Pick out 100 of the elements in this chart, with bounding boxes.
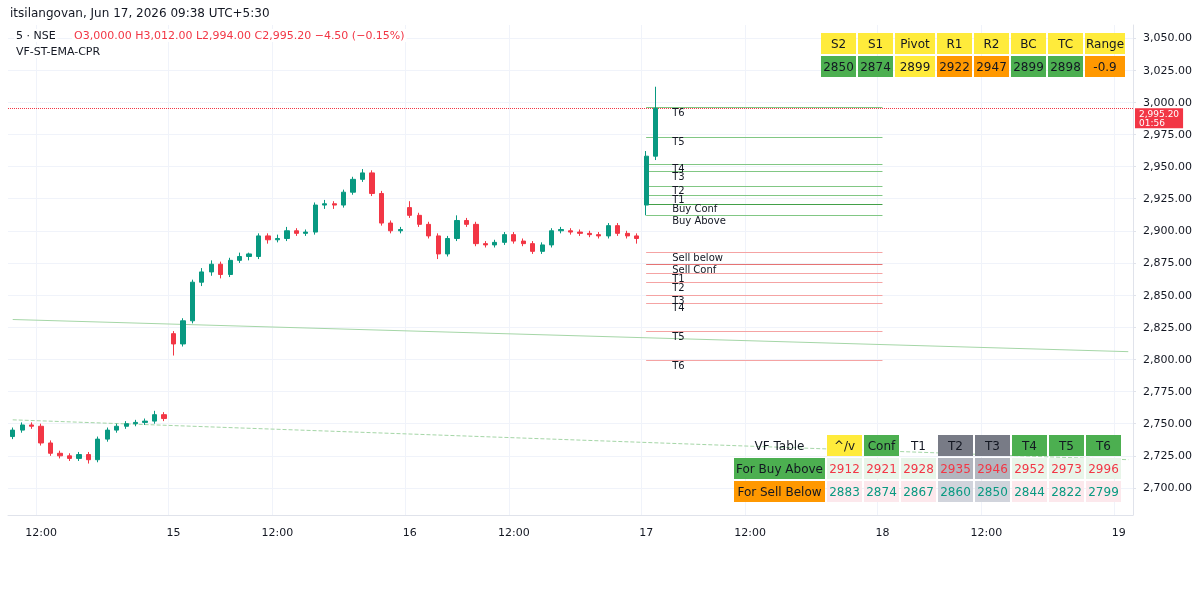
x-tick-label: 18	[875, 526, 890, 539]
annotation: R2	[983, 36, 1000, 51]
annotation: VF-ST-EMA-CPR	[16, 45, 101, 58]
candlestick	[313, 201, 318, 236]
candlestick	[294, 227, 299, 237]
annotation: VF Table	[754, 438, 805, 453]
candlestick	[180, 317, 186, 348]
candlestick	[502, 231, 507, 246]
candlestick	[57, 450, 63, 459]
candlestick	[530, 240, 535, 255]
x-tick-label: 15	[166, 526, 181, 539]
x-tick-label: 19	[1111, 526, 1126, 539]
annotation: BC	[1020, 36, 1037, 51]
x-tick-label: 12:00	[25, 526, 57, 539]
candlestick	[445, 235, 450, 257]
candlestick	[20, 421, 25, 434]
candlestick	[615, 222, 620, 237]
annotation: 2912	[829, 461, 860, 476]
x-tick-label: 12:00	[497, 526, 530, 539]
ref-line-label: T1	[671, 194, 685, 206]
candlestick	[133, 419, 138, 427]
annotation: T5	[1058, 438, 1074, 453]
y-tick-label: 2,900.00	[1143, 224, 1192, 238]
x-tick-label: 17	[639, 526, 654, 539]
annotation: 2822	[1051, 484, 1082, 499]
candlestick	[190, 279, 195, 324]
annotation: 2922	[939, 59, 970, 74]
annotation: T3	[984, 438, 1000, 453]
annotation: 2946	[977, 461, 1008, 476]
candlestick	[303, 228, 308, 237]
chart-subtitle: O3,000.00 H3,012.00 L2,994.00 C2,995.20 −4.50 (−0.15%)	[74, 29, 405, 42]
candlestick	[473, 221, 479, 247]
candlestick	[398, 226, 403, 234]
x-tick-label: 16	[402, 526, 417, 539]
annotation: 2935	[940, 461, 971, 476]
candlestick	[596, 231, 601, 239]
text: 01:56	[1139, 117, 1166, 128]
y-tick-label: 2,700.00	[1143, 481, 1192, 495]
candlestick	[606, 222, 611, 239]
annotation: 2973	[1051, 461, 1082, 476]
annotation: 2921	[866, 461, 897, 476]
candlestick	[322, 199, 327, 210]
annotation: 2996	[1088, 461, 1119, 476]
candlestick	[360, 168, 365, 183]
annotation: For Buy Above	[736, 461, 823, 476]
chart-title: 5 · NSE	[16, 29, 56, 42]
candlestick	[67, 452, 72, 462]
candlestick	[350, 176, 356, 196]
ref-line-label: T1	[671, 272, 685, 284]
candlestick	[152, 410, 157, 425]
candlestick	[95, 436, 100, 463]
candlestick	[558, 226, 564, 234]
candlestick	[29, 421, 34, 430]
candlestick	[275, 234, 280, 243]
candlestick	[653, 86, 658, 161]
candlestick	[228, 257, 233, 278]
annotation: 2883	[829, 484, 860, 499]
y-tick-label: 2,800.00	[1143, 352, 1192, 366]
ref-line-label: T6	[671, 106, 685, 118]
annotation: ^/v	[833, 438, 856, 453]
y-tick-label: 2,925.00	[1143, 192, 1192, 206]
x-tick-label: 12:00	[970, 526, 1003, 539]
text: itsilangovan, Jun 17, 2026 09:38 UTC+5:30	[10, 6, 270, 20]
annotation: T1	[910, 438, 926, 453]
candlestick	[284, 226, 290, 242]
candlestick	[379, 190, 384, 227]
candlestick	[587, 230, 592, 238]
candlestick	[625, 230, 630, 239]
candlestick	[464, 217, 469, 228]
candlestick	[114, 423, 119, 434]
candlestick	[332, 200, 337, 210]
candlestick	[407, 200, 412, 219]
candlestick	[209, 259, 214, 277]
candlestick	[436, 232, 441, 260]
candlestick	[10, 427, 15, 440]
candlestick	[483, 240, 488, 248]
annotation: TC	[1056, 36, 1074, 51]
annotation: Conf	[867, 438, 897, 453]
annotation: S1	[867, 36, 884, 51]
x-tick-label: 12:00	[734, 526, 766, 539]
annotation: 2850	[823, 59, 854, 74]
annotation: 2952	[1014, 461, 1045, 476]
candlestick	[105, 427, 110, 443]
candlestick	[388, 219, 393, 234]
candlestick	[142, 418, 148, 426]
y-tick-label: 2,725.00	[1143, 449, 1192, 463]
annotation: 2899	[1013, 59, 1044, 74]
ref-line-label: Buy Conf	[672, 203, 718, 215]
candlestick	[256, 232, 261, 260]
candlestick	[511, 231, 516, 245]
candlestick	[540, 241, 545, 255]
candlestick	[218, 261, 223, 279]
candlestick	[246, 252, 252, 261]
annotation: T2	[947, 438, 963, 453]
annotation: For Sell Below	[737, 484, 822, 499]
candlestick	[237, 252, 242, 264]
annotation: 2799	[1088, 484, 1119, 499]
annotation: T4	[1021, 438, 1037, 453]
ref-line-label: T5	[671, 330, 685, 342]
annotation: 2850	[977, 484, 1008, 499]
